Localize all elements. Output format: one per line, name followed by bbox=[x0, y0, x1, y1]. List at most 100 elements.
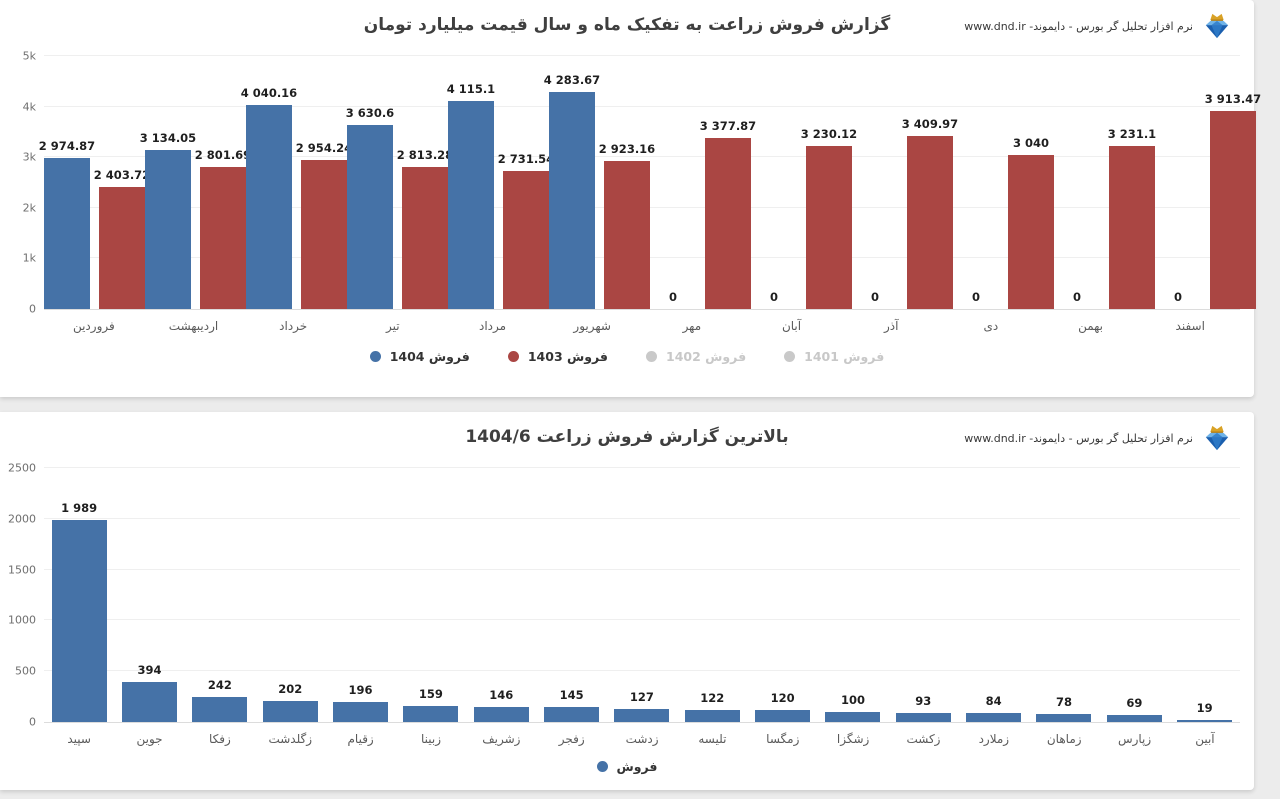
bar-value-label: 2 731.54 bbox=[497, 151, 555, 166]
bar-value-label: 19 bbox=[1196, 701, 1213, 716]
bar-فروش-1403[interactable]: 3 040 bbox=[1008, 136, 1054, 309]
x-axis-labels: فروردین اردیبهشت خرداد تیر مرداد شهریور مهر آبا… bbox=[44, 310, 1240, 333]
bar-value-label: 4 040.16 bbox=[240, 85, 298, 100]
bar-فروش[interactable]: 69 bbox=[1106, 696, 1162, 722]
bar-فروش[interactable]: 202 bbox=[262, 682, 318, 722]
bar-group: 242 bbox=[192, 468, 248, 722]
bar-فروش[interactable]: 242 bbox=[192, 678, 248, 722]
bar-value-label: 3 409.97 bbox=[901, 117, 959, 132]
plot-area: 0 500 1000 1500 2000 2500 1 989 394 242 202 196 159… bbox=[8, 463, 1240, 728]
bar-فروش[interactable]: 84 bbox=[966, 694, 1022, 722]
bar-فروش-1403[interactable]: 2 731.54 bbox=[498, 152, 554, 309]
bar-value-label: 0 bbox=[971, 290, 981, 304]
bar-فروش[interactable]: 120 bbox=[755, 691, 811, 722]
bar-فروش[interactable]: 93 bbox=[895, 694, 951, 722]
bar-group: 159 bbox=[403, 468, 459, 722]
bar-فروش[interactable]: 159 bbox=[403, 687, 459, 722]
bar-فروش-1403[interactable]: 3 230.12 bbox=[801, 127, 857, 309]
chart-legend: فروش 1404 فروش 1403 فروش 1402 فروش 1401 bbox=[0, 349, 1254, 364]
watermark-text: نرم افزار تحلیل گر بورس - دایموند- www.d… bbox=[964, 431, 1193, 445]
chart-header: بالاترین گزارش فروش زراعت 1404/6 نرم افز… bbox=[0, 412, 1254, 458]
bar-value-label: 100 bbox=[840, 692, 865, 707]
bar-فروش-1403[interactable]: 2 403.72 bbox=[94, 168, 150, 309]
chart-legend: فروش bbox=[0, 759, 1254, 774]
bar-group: 0 3 230.12 bbox=[751, 56, 857, 309]
bar-فروش-1404[interactable]: 4 283.67 bbox=[544, 73, 600, 309]
bar-فروش-1404[interactable]: 4 040.16 bbox=[241, 86, 297, 309]
watermark-text: نرم افزار تحلیل گر بورس - دایموند- www.d… bbox=[964, 19, 1193, 33]
bar-فروش[interactable]: 145 bbox=[544, 688, 600, 722]
bar-فروش-1403[interactable]: 3 409.97 bbox=[902, 117, 958, 309]
gridline bbox=[44, 105, 1240, 107]
bar-فروش-1403[interactable]: 2 923.16 bbox=[599, 142, 655, 309]
bar-group: 4 115.1 2 731.54 bbox=[447, 56, 554, 309]
bar-فروش[interactable]: 122 bbox=[684, 691, 740, 722]
bar-فروش-1403[interactable]: 2 813.28 bbox=[397, 148, 453, 309]
bar-group: 0 3 913.47 bbox=[1155, 56, 1261, 309]
bar-فروش[interactable]: 1 989 bbox=[51, 501, 107, 722]
diamond-crown-icon bbox=[1202, 12, 1232, 40]
x-axis-category-label: زکشت bbox=[906, 732, 941, 746]
bar-فروش-1403[interactable]: 2 801.69 bbox=[195, 148, 251, 309]
bar-فروش-1404[interactable]: 3 630.6 bbox=[346, 106, 394, 309]
bar-value-label: 146 bbox=[489, 688, 514, 703]
bar-value-label: 394 bbox=[137, 662, 162, 677]
bar-فروش-1404[interactable]: 2 974.87 bbox=[39, 139, 95, 309]
bar-value-label: 3 630.6 bbox=[345, 106, 395, 121]
y-axis-tick-label: 2500 bbox=[8, 461, 36, 475]
bar-value-label: 3 377.87 bbox=[699, 119, 757, 134]
bar-فروش[interactable]: 146 bbox=[473, 688, 529, 722]
bar-value-label: 1 989 bbox=[61, 500, 98, 515]
bar-فروش-1403[interactable]: 2 954.24 bbox=[296, 141, 352, 309]
y-axis-tick-label: 1k bbox=[22, 251, 36, 265]
legend-item[interactable]: فروش bbox=[596, 759, 657, 774]
bar-group: 3 134.05 2 801.69 bbox=[140, 56, 251, 309]
legend-item[interactable]: فروش 1404 bbox=[369, 349, 470, 364]
bar-فروش[interactable]: 19 bbox=[1177, 701, 1233, 722]
bar-value-label: 2 923.16 bbox=[598, 142, 656, 157]
bar-فروش[interactable]: 394 bbox=[122, 663, 178, 722]
bar-group: 93 bbox=[895, 468, 951, 722]
legend-marker-icon bbox=[507, 351, 519, 362]
bar-فروش[interactable]: 100 bbox=[825, 693, 881, 722]
legend-item[interactable]: فروش 1401 bbox=[784, 349, 884, 364]
bar-فروش[interactable]: 127 bbox=[614, 690, 670, 722]
bar-group: 0 3 377.87 bbox=[650, 56, 756, 309]
bar-group: 145 bbox=[544, 468, 600, 722]
top-companies-chart-card: بالاترین گزارش فروش زراعت 1404/6 نرم افز… bbox=[0, 412, 1254, 790]
bar-group: 0 3 231.1 bbox=[1054, 56, 1156, 309]
legend-marker-icon bbox=[784, 351, 796, 362]
bar-فروش-1403[interactable]: 3 913.47 bbox=[1205, 92, 1261, 309]
y-axis-tick-label: 1000 bbox=[8, 613, 36, 627]
y-axis-tick-label: 5k bbox=[22, 49, 36, 63]
x-axis-category-label: بهمن bbox=[1078, 319, 1104, 333]
bar-فروش[interactable]: 196 bbox=[333, 683, 389, 722]
y-axis-tick-label: 0 bbox=[29, 302, 36, 316]
bar-value-label: 4 283.67 bbox=[543, 73, 601, 88]
y-axis-tick-label: 0 bbox=[29, 715, 36, 729]
bar-group: 4 040.16 2 954.24 bbox=[241, 56, 352, 309]
bar-فروش-1403[interactable]: 3 231.1 bbox=[1108, 127, 1156, 309]
bar-value-label: 242 bbox=[207, 678, 232, 693]
legend-label: فروش 1403 bbox=[527, 349, 608, 364]
x-axis-category-label: آذر bbox=[883, 319, 899, 333]
bar-group: 394 bbox=[122, 468, 178, 722]
bar-فروش-1403[interactable]: 3 377.87 bbox=[700, 119, 756, 309]
bar-فروش-1404[interactable]: 3 134.05 bbox=[140, 131, 196, 309]
bar-فروش-1404[interactable]: 4 115.1 bbox=[447, 82, 495, 309]
bar-value-label: 3 231.1 bbox=[1107, 126, 1157, 141]
bar-value-label: 78 bbox=[1055, 695, 1072, 710]
bar-groups: 1 989 394 242 202 196 159 146 145 127 122 120 100 93… bbox=[44, 468, 1240, 722]
page-title: گزارش فروش زراعت به تفکیک ماه و سال قیمت… bbox=[363, 15, 891, 35]
x-axis-category-label: زشگزا bbox=[836, 732, 870, 746]
legend-item[interactable]: فروش 1403 bbox=[507, 349, 608, 364]
y-axis-tick-label: 500 bbox=[15, 664, 36, 678]
diamond-crown-icon bbox=[1202, 424, 1232, 452]
bar-group: 84 bbox=[966, 468, 1022, 722]
x-axis-category-label: زشریف bbox=[482, 732, 521, 746]
bar-فروش[interactable]: 78 bbox=[1036, 695, 1092, 722]
bar-value-label: 4 115.1 bbox=[446, 81, 496, 96]
bar-value-label: 2 974.87 bbox=[38, 139, 96, 154]
legend-item[interactable]: فروش 1402 bbox=[646, 349, 746, 364]
bar-group: 78 bbox=[1036, 468, 1092, 722]
